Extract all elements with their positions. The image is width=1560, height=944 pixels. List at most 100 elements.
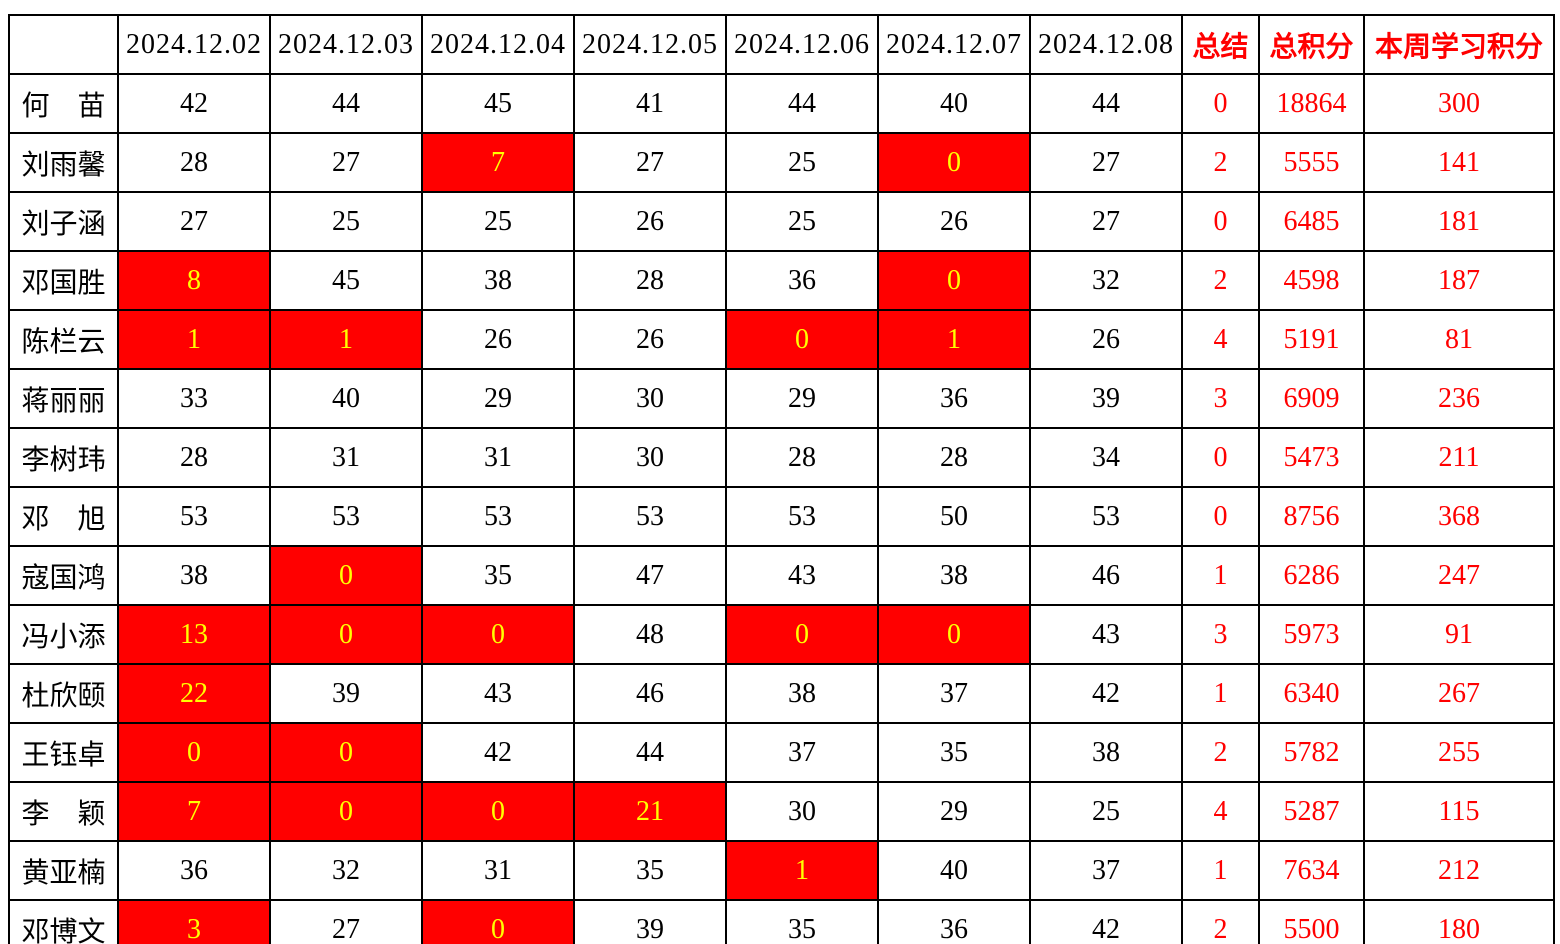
daily-score-cell: 53 — [1029, 486, 1183, 547]
daily-score-cell: 0 — [421, 781, 575, 842]
student-row: 王钰卓 0 0 42 44 37 35 38 2 5782 255 — [8, 722, 1555, 783]
daily-score-cell: 27 — [269, 132, 423, 193]
daily-score-cell: 53 — [573, 486, 727, 547]
daily-score-cell: 36 — [117, 840, 271, 901]
student-name-cell: 李 颖 — [8, 781, 119, 842]
daily-score-cell: 0 — [877, 132, 1031, 193]
daily-score-cell: 39 — [1029, 368, 1183, 429]
daily-score-cell: 38 — [421, 250, 575, 311]
daily-score-cell: 40 — [877, 73, 1031, 134]
summary-count-cell: 4 — [1181, 781, 1260, 842]
daily-score-cell: 0 — [421, 899, 575, 944]
daily-score-cell: 45 — [421, 73, 575, 134]
daily-score-cell: 27 — [1029, 132, 1183, 193]
student-row: 何 苗 42 44 45 41 44 40 44 0 18864 300 — [8, 73, 1555, 134]
student-name-cell: 李树玮 — [8, 427, 119, 488]
summary-count-cell: 3 — [1181, 368, 1260, 429]
daily-score-cell: 32 — [1029, 250, 1183, 311]
daily-score-cell: 42 — [117, 73, 271, 134]
daily-score-cell: 35 — [725, 899, 879, 944]
week-study-points-cell: 141 — [1363, 132, 1555, 193]
week-study-points-cell: 81 — [1363, 309, 1555, 370]
student-row: 邓国胜 8 45 38 28 36 0 32 2 4598 187 — [8, 250, 1555, 311]
daily-score-cell: 29 — [725, 368, 879, 429]
daily-score-cell: 0 — [117, 722, 271, 783]
summary-count-cell: 0 — [1181, 191, 1260, 252]
daily-score-cell: 32 — [269, 840, 423, 901]
total-points-cell: 5973 — [1258, 604, 1365, 665]
daily-score-cell: 42 — [1029, 663, 1183, 724]
daily-score-cell: 35 — [877, 722, 1031, 783]
summary-count-cell: 1 — [1181, 840, 1260, 901]
total-points-cell: 5287 — [1258, 781, 1365, 842]
daily-score-cell: 1 — [117, 309, 271, 370]
daily-score-cell: 26 — [877, 191, 1031, 252]
student-name-cell: 黄亚楠 — [8, 840, 119, 901]
daily-score-cell: 46 — [573, 663, 727, 724]
daily-score-cell: 0 — [269, 722, 423, 783]
daily-score-cell: 40 — [269, 368, 423, 429]
week-study-points-cell: 115 — [1363, 781, 1555, 842]
week-study-points-cell: 368 — [1363, 486, 1555, 547]
total-points-column-header: 总积分 — [1258, 14, 1365, 75]
week-study-points-cell: 91 — [1363, 604, 1555, 665]
total-points-cell: 18864 — [1258, 73, 1365, 134]
daily-score-cell: 31 — [421, 840, 575, 901]
daily-score-cell: 31 — [269, 427, 423, 488]
summary-count-cell: 2 — [1181, 722, 1260, 783]
daily-score-cell: 40 — [877, 840, 1031, 901]
daily-score-cell: 28 — [117, 427, 271, 488]
total-points-cell: 5500 — [1258, 899, 1365, 944]
student-row: 蒋丽丽 33 40 29 30 29 36 39 3 6909 236 — [8, 368, 1555, 429]
total-points-cell: 5191 — [1258, 309, 1365, 370]
student-name-cell: 冯小添 — [8, 604, 119, 665]
daily-score-cell: 42 — [1029, 899, 1183, 944]
student-name-cell: 邓 旭 — [8, 486, 119, 547]
week-study-points-cell: 211 — [1363, 427, 1555, 488]
daily-score-cell: 7 — [117, 781, 271, 842]
student-row: 杜欣颐 22 39 43 46 38 37 42 1 6340 267 — [8, 663, 1555, 724]
total-points-cell: 5782 — [1258, 722, 1365, 783]
daily-score-cell: 0 — [877, 250, 1031, 311]
week-study-points-cell: 247 — [1363, 545, 1555, 606]
daily-score-cell: 37 — [725, 722, 879, 783]
date-column-header: 2024.12.07 — [877, 14, 1031, 75]
daily-score-cell: 42 — [421, 722, 575, 783]
daily-score-cell: 0 — [269, 604, 423, 665]
date-column-header: 2024.12.02 — [117, 14, 271, 75]
total-points-cell: 5473 — [1258, 427, 1365, 488]
daily-score-cell: 36 — [877, 368, 1031, 429]
daily-score-cell: 44 — [1029, 73, 1183, 134]
daily-score-cell: 48 — [573, 604, 727, 665]
daily-score-cell: 36 — [725, 250, 879, 311]
daily-score-cell: 13 — [117, 604, 271, 665]
daily-score-cell: 35 — [421, 545, 575, 606]
daily-score-cell: 27 — [573, 132, 727, 193]
daily-score-cell: 29 — [421, 368, 575, 429]
daily-score-cell: 29 — [877, 781, 1031, 842]
week-study-points-cell: 180 — [1363, 899, 1555, 944]
daily-score-cell: 38 — [877, 545, 1031, 606]
week-points-column-header: 本周学习积分 — [1363, 14, 1555, 75]
daily-score-cell: 36 — [877, 899, 1031, 944]
daily-score-cell: 0 — [269, 545, 423, 606]
daily-score-cell: 43 — [421, 663, 575, 724]
week-study-points-cell: 236 — [1363, 368, 1555, 429]
daily-score-cell: 25 — [725, 191, 879, 252]
daily-score-cell: 0 — [725, 309, 879, 370]
daily-score-cell: 1 — [725, 840, 879, 901]
daily-score-cell: 53 — [421, 486, 575, 547]
summary-count-cell: 4 — [1181, 309, 1260, 370]
daily-score-cell: 43 — [725, 545, 879, 606]
total-points-cell: 6485 — [1258, 191, 1365, 252]
daily-score-cell: 28 — [573, 250, 727, 311]
daily-score-cell: 53 — [269, 486, 423, 547]
date-column-header: 2024.12.08 — [1029, 14, 1183, 75]
week-study-points-cell: 212 — [1363, 840, 1555, 901]
daily-score-cell: 26 — [1029, 309, 1183, 370]
daily-score-cell: 41 — [573, 73, 727, 134]
summary-count-cell: 2 — [1181, 250, 1260, 311]
summary-count-cell: 1 — [1181, 663, 1260, 724]
daily-score-cell: 26 — [421, 309, 575, 370]
